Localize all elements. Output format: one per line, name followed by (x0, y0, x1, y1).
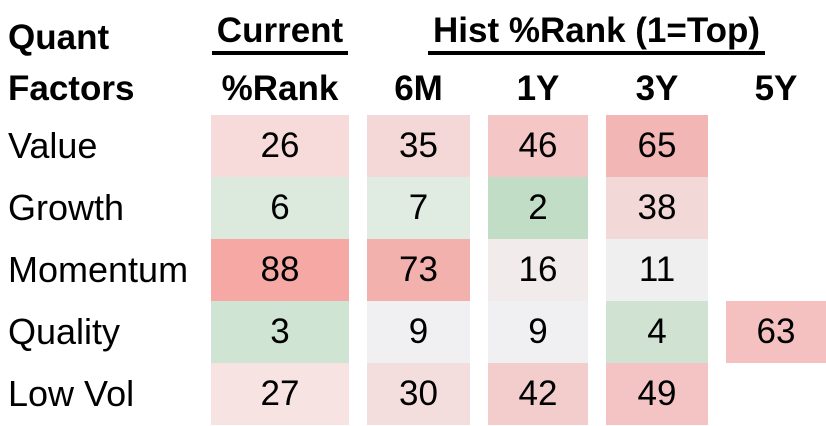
current-group-header: Current (211, 0, 349, 57)
heatmap-cell: 7 (367, 177, 470, 239)
heatmap-cell: 9 (367, 301, 470, 363)
current-group-header-label: Current (211, 13, 349, 55)
column-header-3y: 3Y (635, 69, 679, 108)
heatmap-cell: 11 (606, 239, 708, 301)
heatmap-cell: 65 (606, 115, 708, 177)
heatmap-cell: 38 (606, 177, 708, 239)
hist-group-header-label: Hist %Rank (1=Top) (427, 13, 766, 55)
heatmap-cell: 16 (488, 239, 588, 301)
heatmap-cell: 63 (726, 301, 826, 363)
column-header-1y: 1Y (516, 69, 560, 108)
table-title-line2: Factors (8, 69, 135, 108)
heatmap-cell: 49 (606, 363, 708, 425)
heatmap-cell: 9 (488, 301, 588, 363)
heatmap-cell: 27 (211, 363, 349, 425)
row-label-value: Value (8, 125, 98, 166)
hist-group-header: Hist %Rank (1=Top) (367, 0, 826, 57)
empty-cell (726, 239, 826, 301)
row-label-low-vol: Low Vol (8, 373, 135, 414)
column-header-current-percent-rank: %Rank (221, 69, 339, 108)
heatmap-cell: 30 (367, 363, 470, 425)
heatmap-cell: 26 (211, 115, 349, 177)
empty-cell (726, 177, 826, 239)
heatmap-cell: 88 (211, 239, 349, 301)
row-label-growth: Growth (8, 187, 125, 228)
row-label-momentum: Momentum (8, 249, 189, 290)
heatmap-cell: 4 (606, 301, 708, 363)
column-header-5y: 5Y (754, 69, 798, 108)
empty-cell (726, 363, 826, 425)
heatmap-cell: 35 (367, 115, 470, 177)
heatmap-cell: 42 (488, 363, 588, 425)
table-title-line1: Quant (8, 18, 110, 57)
heatmap-cell: 2 (488, 177, 588, 239)
column-header-6m: 6M (394, 69, 443, 108)
row-label-quality: Quality (8, 311, 121, 352)
heatmap-cell: 3 (211, 301, 349, 363)
empty-cell (726, 115, 826, 177)
heatmap-cell: 73 (367, 239, 470, 301)
heatmap-cell: 6 (211, 177, 349, 239)
heatmap-cell: 46 (488, 115, 588, 177)
